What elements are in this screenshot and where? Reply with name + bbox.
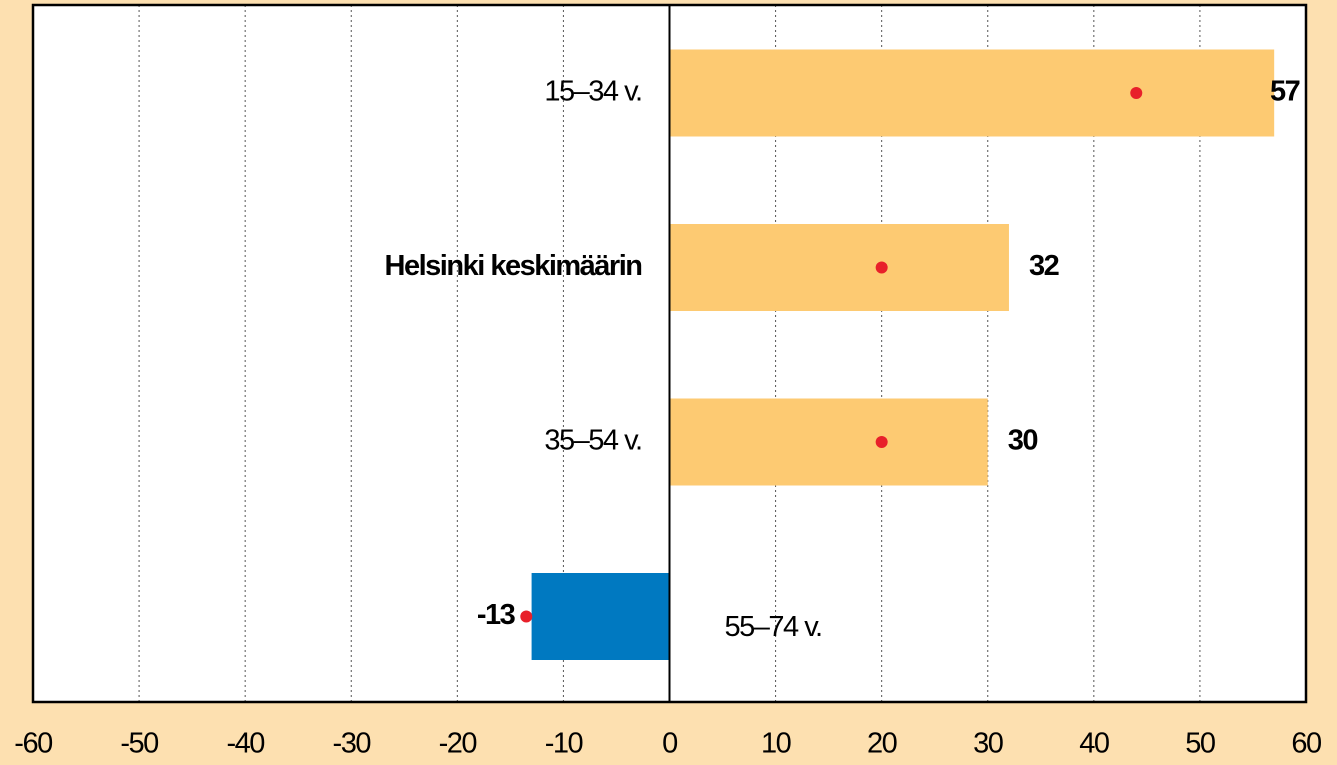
value-label: 32 [1029,250,1059,282]
x-tick-label: 20 [867,728,897,760]
bar [669,398,988,486]
x-tick-label: 10 [761,728,791,760]
category-label: 55–74 v. [725,611,822,643]
marker [1130,87,1143,99]
x-tick-label: -50 [120,728,158,760]
x-tick-label: 0 [662,728,677,760]
category-label: Helsinki keskimäärin [385,250,642,282]
marker [875,436,888,448]
bar [669,49,1275,137]
x-tick-label: -10 [545,728,583,760]
plot-frame [31,3,1308,704]
x-tick-label: -20 [439,728,477,760]
category-label: 35–54 v. [544,425,641,457]
marker [520,610,533,623]
value-label: 30 [1008,425,1038,457]
category-label: 15–34 v. [544,76,641,108]
marker [875,261,888,274]
value-label: 57 [1270,76,1300,108]
bar [669,224,1009,311]
value-label: -13 [477,599,516,631]
x-tick-label: -30 [333,728,371,760]
x-tick-label: 50 [1185,728,1215,760]
x-tick-label: 40 [1079,728,1109,760]
x-tick-label: 30 [973,728,1003,760]
bar [531,573,670,660]
x-tick-label: -60 [14,728,52,760]
x-tick-label: 60 [1291,728,1321,760]
x-tick-label: -40 [226,728,264,760]
